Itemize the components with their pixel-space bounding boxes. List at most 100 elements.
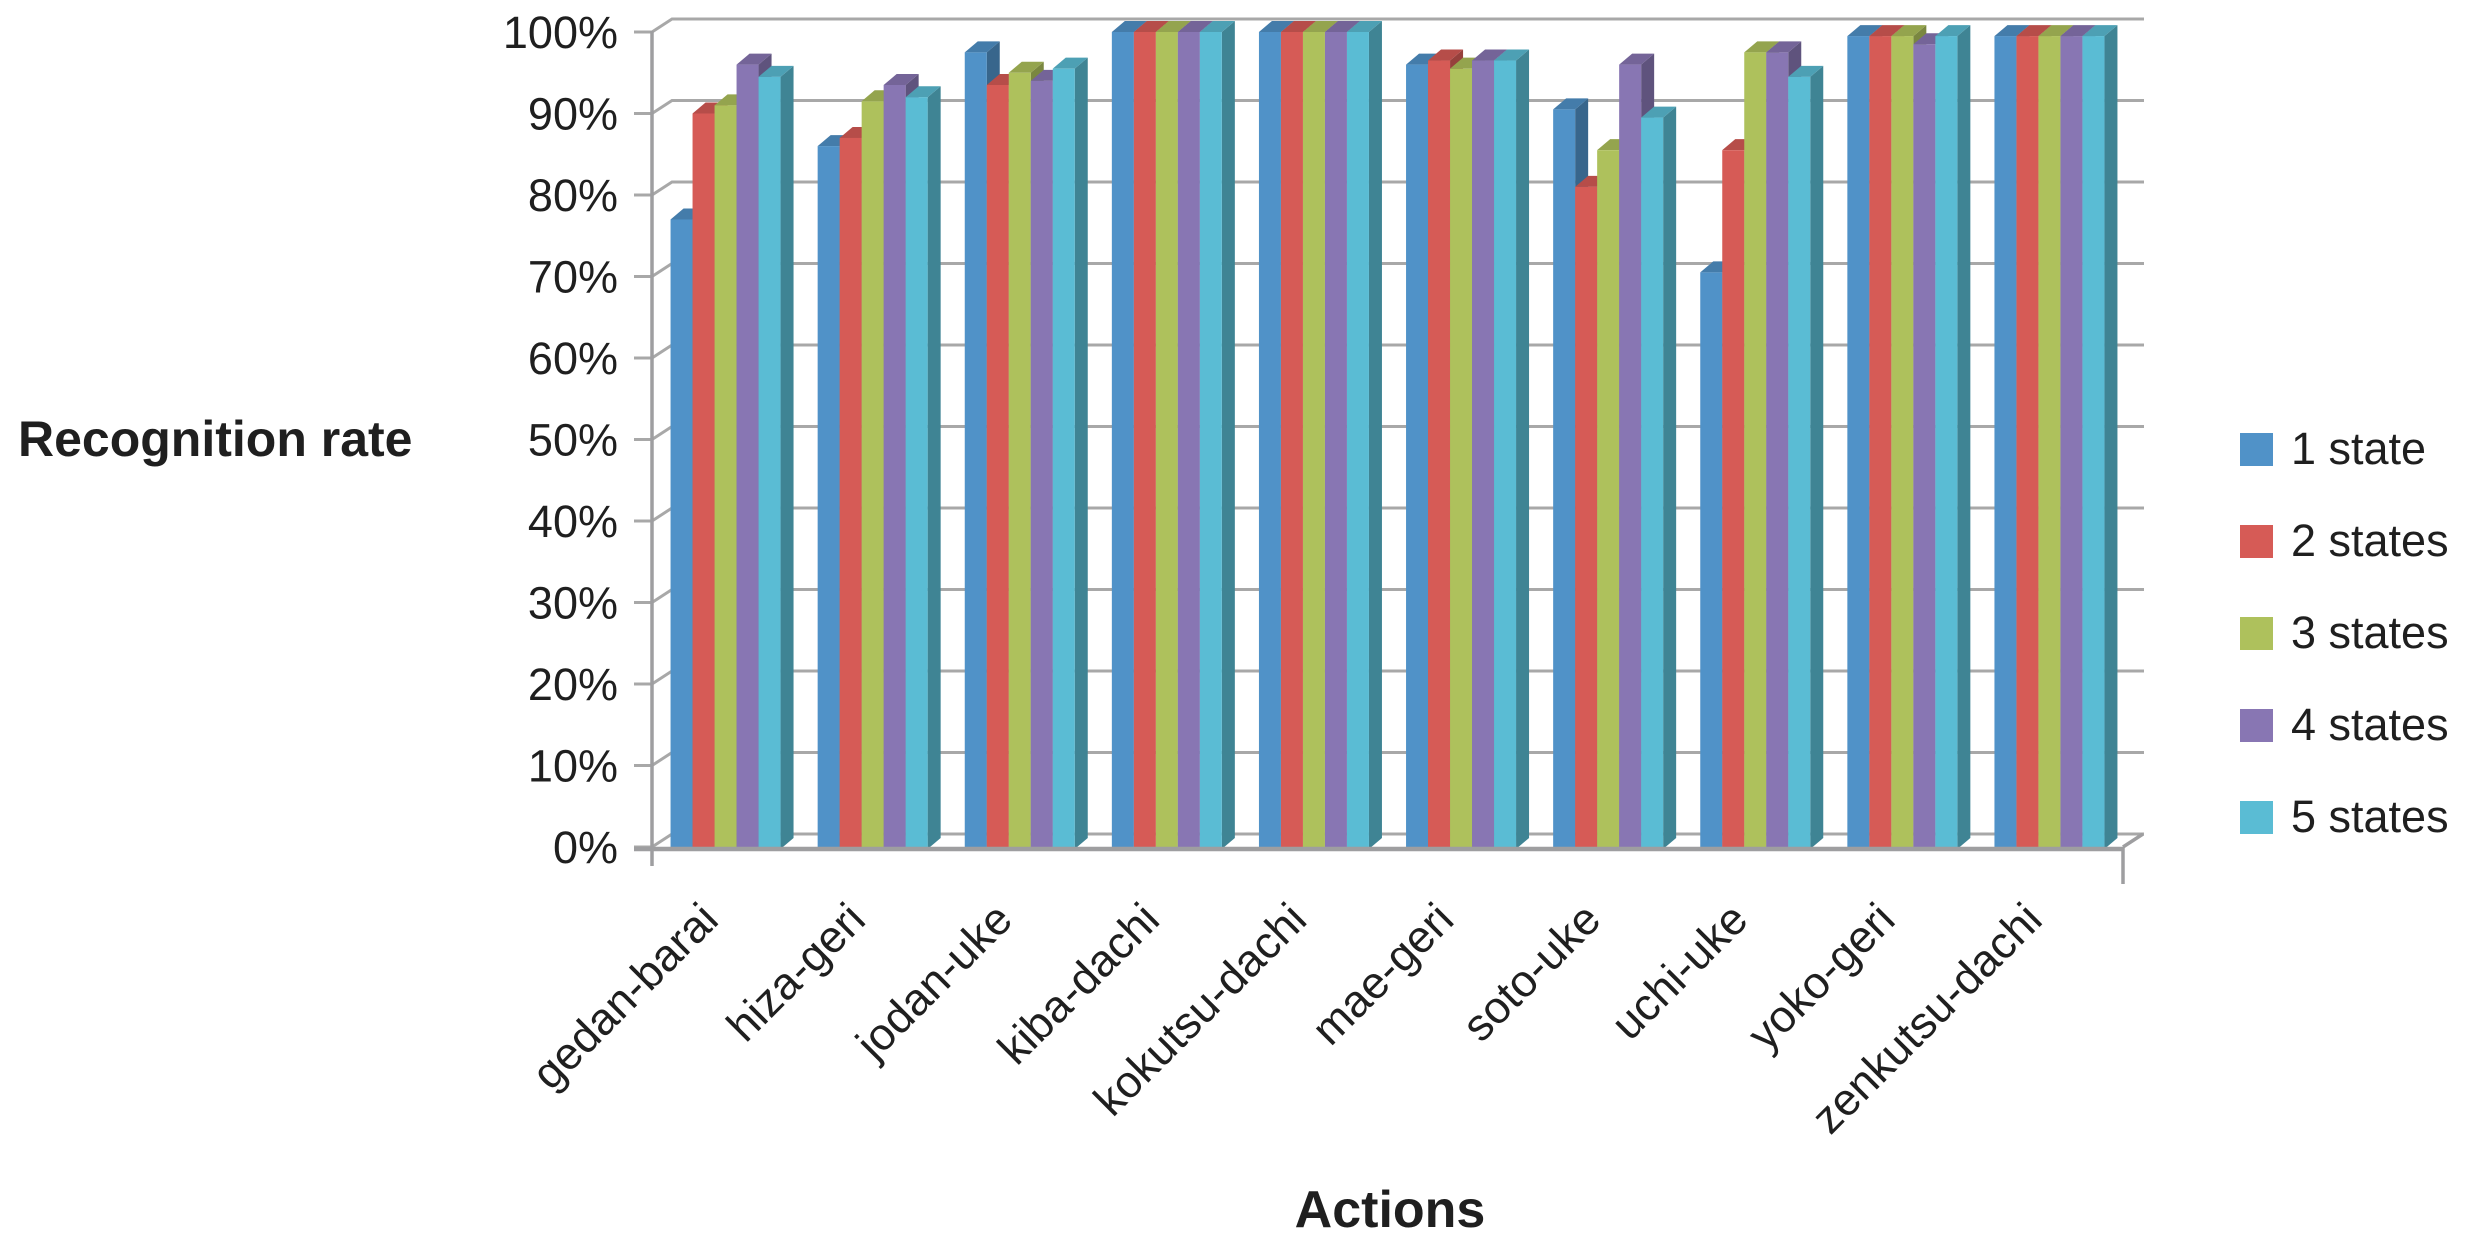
bar-top-face	[758, 65, 794, 77]
bar-top-face	[1258, 21, 1294, 32]
bar-front-face	[1450, 68, 1473, 850]
bar-top-face	[1155, 21, 1191, 32]
bar-side-face	[1221, 21, 1235, 849]
bar-front-face	[1700, 272, 1723, 849]
bar-top-face	[736, 53, 772, 65]
bar-gedan-barai-5-states	[758, 65, 794, 849]
bar-front-face	[1324, 32, 1347, 849]
bar-top-face	[1406, 53, 1442, 65]
bar-front-face	[1619, 64, 1642, 850]
bar-top-face	[1111, 21, 1147, 32]
bar-top-face	[1847, 25, 1883, 37]
y-tick-label: 50%	[528, 415, 618, 466]
y-tick-label: 90%	[528, 89, 618, 140]
x-category-label: mae-geri	[1302, 893, 1464, 1055]
bar-top-face	[1428, 49, 1464, 61]
bar-side-face	[780, 65, 794, 849]
bar-front-face	[1788, 76, 1811, 849]
bar-top-face	[2016, 25, 2052, 37]
bar-front-face	[986, 84, 1009, 850]
legend-label: 5 states	[2291, 791, 2449, 842]
legend-swatch	[2240, 616, 2273, 650]
bar-front-face	[1553, 109, 1576, 850]
bar-front-face	[1280, 32, 1303, 849]
bar-front-face	[1111, 32, 1134, 849]
bar-zenkutsu-dachi-5-states	[2082, 25, 2118, 849]
legend-label: 4 states	[2291, 699, 2449, 750]
bar-front-face	[817, 146, 840, 850]
legend-item-3-states: 3 states	[2240, 607, 2449, 658]
bar-top-face	[964, 41, 1000, 53]
bar-top-face	[905, 86, 941, 98]
bar-side-face	[1074, 57, 1088, 850]
bar-front-face	[2016, 36, 2039, 849]
y-tick-label: 0%	[553, 822, 618, 873]
bar-front-face	[1030, 80, 1053, 849]
y-axis-title: Recognition rate	[18, 411, 413, 467]
bar-top-face	[1280, 21, 1316, 32]
bar-top-face	[2060, 25, 2096, 37]
bar-front-face	[861, 101, 884, 849]
bar-front-face	[1641, 117, 1664, 849]
x-category-label: soto-uke	[1452, 893, 1610, 1051]
bar-top-face	[1553, 98, 1589, 110]
bar-top-face	[1324, 21, 1360, 32]
bar-front-face	[1722, 150, 1745, 850]
bar-front-face	[1199, 32, 1222, 849]
bar-top-face	[1619, 53, 1655, 65]
bar-front-face	[1472, 60, 1495, 849]
x-axis-title: Actions	[1294, 1181, 1486, 1239]
bar-top-face	[1133, 21, 1169, 32]
legend-item-5-states: 5 states	[2240, 791, 2449, 842]
bar-top-face	[1052, 57, 1088, 69]
bar-side-face	[1957, 25, 1971, 849]
bar-front-face	[670, 219, 693, 849]
bar-front-face	[1766, 52, 1789, 849]
bar-front-face	[1935, 36, 1958, 849]
bar-front-face	[758, 76, 781, 849]
bar-top-face	[1494, 49, 1530, 61]
legend-label: 1 state	[2291, 423, 2427, 474]
bar-top-face	[1302, 21, 1338, 32]
bar-soto-uke-5-states	[1641, 106, 1677, 849]
bar-front-face	[883, 84, 906, 850]
bar-front-face	[1891, 36, 1914, 849]
bar-top-face	[1766, 41, 1802, 53]
floor-right-diagonal	[2122, 832, 2144, 849]
bar-top-face	[2038, 25, 2074, 37]
bar-front-face	[1052, 68, 1075, 850]
bar-top-face	[1346, 21, 1382, 32]
bar-front-face	[1302, 32, 1325, 849]
y-tick-label: 80%	[528, 170, 618, 221]
bar-front-face	[714, 105, 737, 850]
legend-label: 3 states	[2291, 607, 2449, 658]
bar-side-face	[2104, 25, 2118, 849]
bar-mae-geri-5-states	[1494, 49, 1530, 849]
bar-front-face	[1744, 52, 1767, 849]
bar-front-face	[1597, 150, 1620, 850]
bar-side-face	[1368, 21, 1382, 849]
legend-item-2-states: 2 states	[2240, 518, 2449, 563]
y-tick-label: 70%	[528, 252, 618, 303]
bar-kokutsu-dachi-5-states	[1346, 21, 1382, 849]
bar-kiba-dachi-5-states	[1199, 21, 1235, 849]
x-category-label: gedan-barai	[522, 893, 728, 1099]
legend-swatch	[2240, 432, 2273, 466]
y-tick-label: 40%	[528, 496, 618, 547]
y-tick-label: 10%	[528, 741, 618, 792]
bar-top-face	[1641, 106, 1677, 118]
bar-front-face	[1869, 36, 1892, 849]
bar-front-face	[2060, 36, 2083, 849]
legend: 1 state 2 states 3 states 4 states 5 states	[2240, 423, 2449, 842]
bar-front-face	[736, 64, 759, 850]
bar-front-face	[1133, 32, 1156, 849]
bar-front-face	[1428, 60, 1451, 849]
bar-jodan-uke-5-states	[1052, 57, 1088, 850]
bar-top-face	[1869, 25, 1905, 37]
x-category-label: uchi-uke	[1601, 893, 1757, 1049]
bar-front-face	[1258, 32, 1281, 849]
bar-front-face	[1494, 60, 1517, 849]
bar-front-face	[1177, 32, 1200, 849]
bar-front-face	[1575, 186, 1598, 850]
